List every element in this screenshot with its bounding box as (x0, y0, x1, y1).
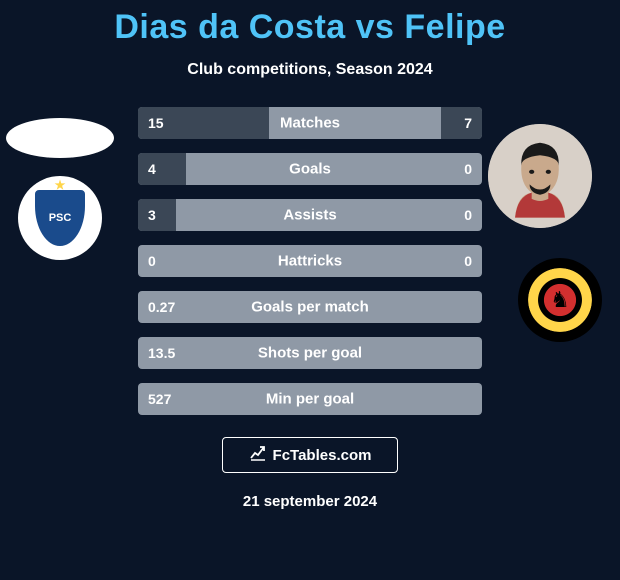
player-left-avatar (6, 118, 114, 158)
stat-right-value: 0 (464, 161, 472, 177)
comparison-title: Dias da Costa vs Felipe (0, 0, 620, 47)
stat-right-value: 0 (464, 253, 472, 269)
stat-left-value: 0.27 (148, 299, 175, 315)
stat-label: Min per goal (266, 391, 354, 408)
club-left-badge: ★ PSC (18, 176, 102, 260)
club-left-code: PSC (49, 212, 72, 224)
club-right-badge: ♞ (518, 258, 602, 342)
stat-row: 0 Hattricks 0 (138, 245, 482, 277)
stat-row: 3 Assists 0 (138, 199, 482, 231)
lion-icon: ♞ (545, 285, 575, 315)
stat-row: 13.5 Shots per goal (138, 337, 482, 369)
stat-label: Hattricks (278, 253, 342, 270)
bar-right (441, 107, 482, 139)
chart-icon (249, 444, 267, 467)
bar-left (138, 153, 186, 185)
stat-left-value: 0 (148, 253, 156, 269)
stat-left-value: 4 (148, 161, 156, 177)
player-right-avatar (488, 124, 592, 228)
branding-text: FcTables.com (273, 447, 372, 464)
stat-right-value: 0 (464, 207, 472, 223)
comparison-date: 21 september 2024 (0, 493, 620, 510)
stat-left-value: 527 (148, 391, 171, 407)
stat-row: 15 Matches 7 (138, 107, 482, 139)
stat-label: Assists (283, 207, 336, 224)
stat-left-value: 15 (148, 115, 164, 131)
stat-row: 527 Min per goal (138, 383, 482, 415)
stat-left-value: 3 (148, 207, 156, 223)
branding-box[interactable]: FcTables.com (222, 437, 398, 473)
stat-label: Shots per goal (258, 345, 362, 362)
comparison-subtitle: Club competitions, Season 2024 (0, 61, 620, 79)
star-icon: ★ (55, 178, 66, 192)
stat-left-value: 13.5 (148, 345, 175, 361)
stat-label: Matches (280, 115, 340, 132)
stat-label: Goals per match (251, 299, 369, 316)
bar-left (138, 199, 176, 231)
stat-row: 0.27 Goals per match (138, 291, 482, 323)
stat-right-value: 7 (464, 115, 472, 131)
stats-container: 15 Matches 7 4 Goals 0 3 Assists 0 0 Hattricks 0 0.2… (138, 107, 482, 415)
stat-label: Goals (289, 161, 331, 178)
stat-row: 4 Goals 0 (138, 153, 482, 185)
